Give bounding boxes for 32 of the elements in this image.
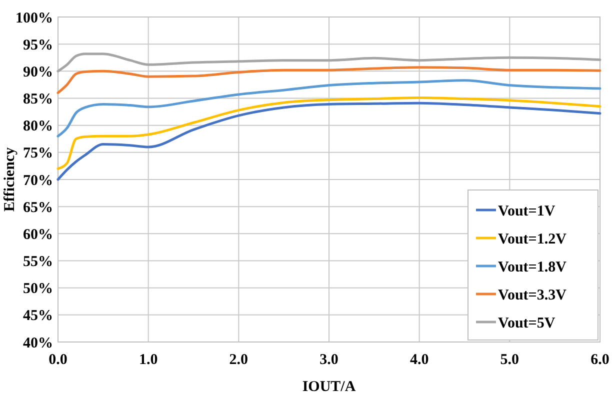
y-tick-label: 90% — [23, 64, 53, 80]
y-tick-label: 95% — [23, 37, 53, 54]
x-tick-label: 1.0 — [138, 352, 158, 368]
line-series — [56, 79, 602, 138]
y-tick-label: 55% — [23, 254, 53, 270]
y-tick-label: 80% — [23, 118, 53, 135]
y-tick-label: 100% — [16, 10, 53, 26]
y-tick-label: 75% — [23, 146, 53, 162]
y-tick-label: 65% — [23, 200, 53, 216]
x-tick-label: 5.0 — [500, 352, 520, 368]
legend-label: Vout=1.2V — [498, 231, 567, 248]
x-tick-label: 3.0 — [320, 352, 338, 368]
legend-label: Vout=1.8V — [498, 259, 567, 276]
y-tick-label: 70% — [23, 172, 53, 189]
legend-label: Vout=3.3V — [498, 287, 567, 304]
x-tick-label: 6.0 — [590, 352, 610, 368]
line-series — [56, 96, 602, 170]
line-series — [56, 102, 602, 181]
y-tick-label: 45% — [23, 308, 53, 324]
y-tick-label: 50% — [23, 281, 53, 298]
x-tick-label: 0.0 — [48, 352, 68, 368]
legend-label: Vout=1V — [498, 203, 556, 220]
line-series — [56, 66, 602, 94]
x-tick-label: 4.0 — [410, 352, 429, 368]
x-axis-title: IOUT/A — [302, 379, 356, 395]
y-tick-label: 40% — [23, 335, 53, 352]
legend-label: Vout=5V — [498, 315, 556, 332]
y-tick-label: 85% — [23, 92, 53, 108]
y-axis-title: Efficiency — [2, 146, 18, 212]
y-tick-label: 60% — [23, 226, 53, 243]
line-series — [56, 52, 602, 72]
x-tick-label: 2.0 — [229, 352, 248, 368]
